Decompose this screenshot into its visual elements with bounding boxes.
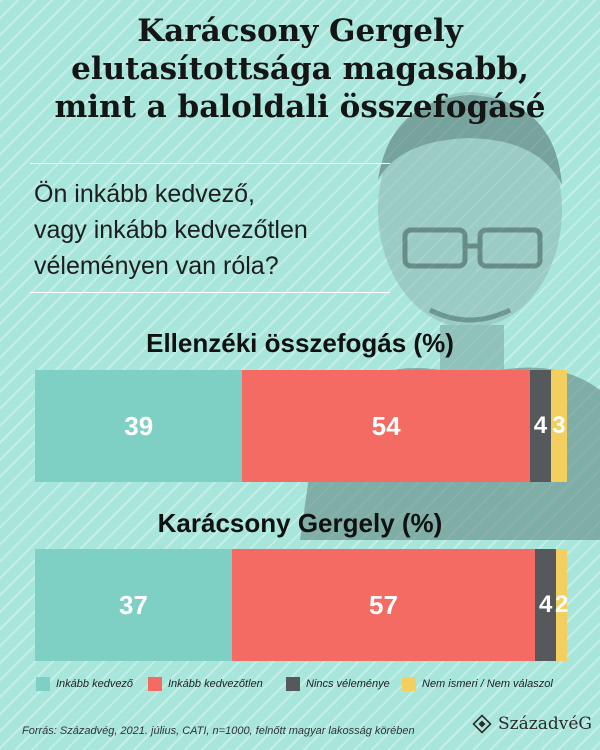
bar-segment-favorable: 37 [35,549,232,661]
logo-text: SzázadvéG [498,714,592,734]
legend-item-unfavorable: Inkább kedvezőtlen [148,677,286,691]
divider-top [30,163,390,164]
legend-label-favorable: Inkább kedvező [56,678,134,690]
legend-label-unfavorable: Inkább kedvezőtlen [168,678,263,690]
bar-segment-unfavorable: 57 [231,549,536,661]
source-note: Forrás: Századvég, 2021. július, CATI, n… [22,725,415,737]
bar-segment-no-opinion: 4 [529,370,551,482]
data-label-favorable: 37 [118,589,148,620]
chart-title: Karácsony Gergely elutasítottsága magasa… [20,12,580,126]
title-line-3: mint a baloldali összefogásé [54,89,546,125]
question-line-1: Ön inkább kedvező, [34,180,255,208]
legend-label-no-opinion: Nincs véleménye [306,678,390,690]
data-label-no-opinion: 4 [539,591,553,618]
survey-question: Ön inkább kedvező, vagy inkább kedvezőtl… [34,176,394,284]
title-line-2: elutasítottsága magasabb, [71,51,529,87]
bar-segment-unknown: 3 [551,370,567,482]
bar-segment-unknown: 2 [554,549,569,661]
legend-swatch-unfavorable [148,677,162,691]
legend-swatch-unknown [402,677,416,691]
data-label-no-opinion: 4 [533,412,548,439]
data-label-unfavorable: 57 [368,589,398,620]
question-line-3: véleményen van róla? [34,252,279,280]
bar-segment-no-opinion: 4 [535,549,557,661]
legend-item-no-opinion: Nincs véleménye [286,677,402,691]
legend-swatch-no-opinion [286,677,300,691]
legend-swatch-favorable [36,677,50,691]
divider-bottom [30,292,390,293]
legend-label-unknown: Nem ismeri / Nem válaszol [422,678,553,690]
group-title-ellenzeki: Ellenzéki összefogás (%) [146,328,454,358]
legend: Inkább kedvező Inkább kedvezőtlen Nincs … [36,677,596,691]
group-title-karacsony: Karácsony Gergely (%) [157,508,443,538]
data-label-unfavorable: 54 [371,410,401,441]
bar-karacsony: 37 57 4 2 [35,549,569,661]
bar-segment-unfavorable: 54 [242,370,530,482]
legend-item-unknown: Nem ismeri / Nem válaszol [402,677,553,691]
data-label-favorable: 39 [124,410,154,441]
legend-item-favorable: Inkább kedvező [36,677,148,691]
bar-ellenzeki: 39 54 4 3 [35,370,567,482]
question-line-2: vagy inkább kedvezőtlen [34,216,308,244]
data-label-unknown: 2 [554,591,569,618]
szazadveg-logo: SzázadvéG [472,714,592,734]
logo-diamond-icon [472,714,492,734]
data-label-unknown: 3 [552,412,566,439]
bar-segment-favorable: 39 [35,370,243,482]
title-line-1: Karácsony Gergely [137,13,463,49]
